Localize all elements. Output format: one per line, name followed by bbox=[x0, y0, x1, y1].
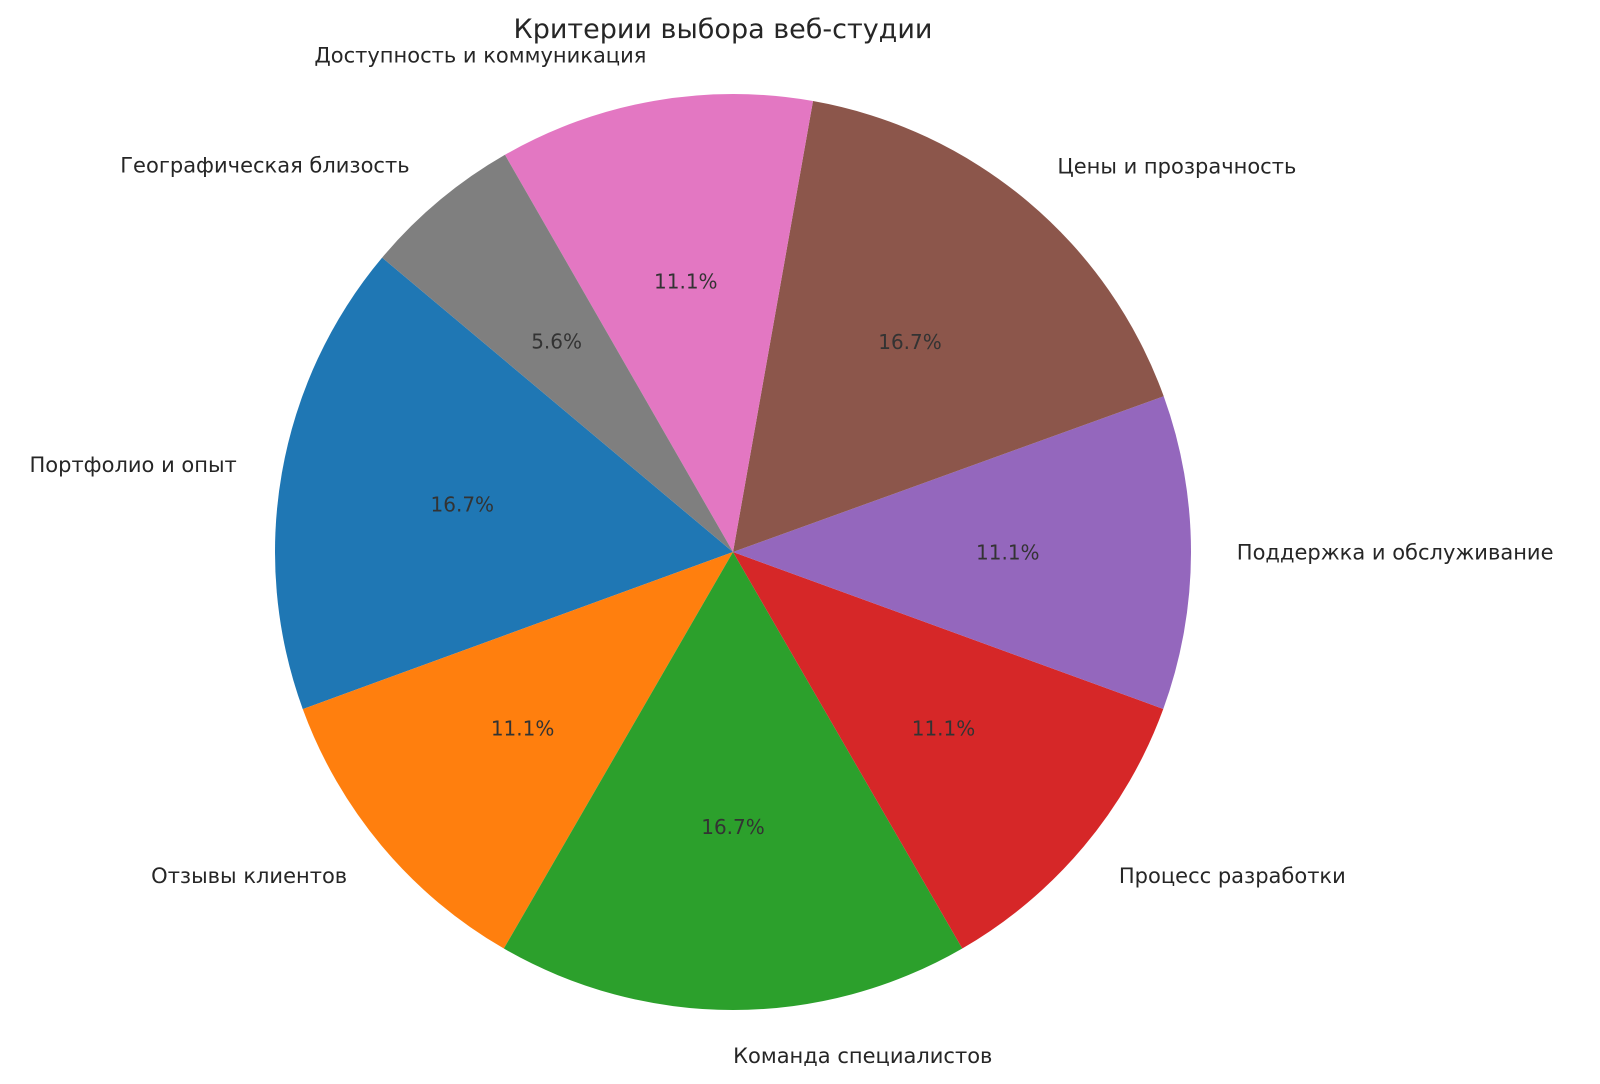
pie-slice-label-4: Процесс разработки bbox=[1119, 864, 1346, 888]
pie-slice-pct-1: 16.7% bbox=[431, 492, 495, 516]
pie-slices-group bbox=[274, 93, 1192, 1011]
pie-slice-8 bbox=[382, 154, 733, 553]
pie-slice-3 bbox=[503, 552, 963, 1011]
pie-slice-2 bbox=[302, 552, 733, 949]
pie-slice-1 bbox=[274, 257, 733, 710]
chart-title: Критерии выбора веб-студии bbox=[514, 14, 933, 45]
pie-slice-label-8: Географическая близость bbox=[120, 154, 409, 178]
pie-labels-group: 16.7% Портфолио и опыт 11.1% Отзывы клиенто… bbox=[29, 44, 1553, 1068]
pie-slice-5 bbox=[733, 396, 1192, 709]
pie-slice-pct-5: 11.1% bbox=[976, 540, 1040, 564]
pie-slice-label-6: Цены и прозрачность bbox=[1057, 155, 1296, 179]
pie-slice-7 bbox=[504, 93, 813, 552]
pie-slice-label-2: Отзывы клиентов bbox=[151, 864, 347, 888]
pie-slice-label-3: Команда специалистов bbox=[733, 1044, 992, 1068]
pie-slice-label-1: Портфолио и опыт bbox=[29, 453, 236, 477]
pie-slice-6 bbox=[733, 101, 1164, 552]
pie-slice-pct-8: 5.6% bbox=[531, 329, 582, 353]
pie-slice-label-5: Поддержка и обслуживание bbox=[1237, 541, 1554, 565]
pie-slice-pct-7: 11.1% bbox=[654, 269, 718, 293]
pie-slice-pct-2: 11.1% bbox=[491, 717, 555, 741]
pie-slice-4 bbox=[733, 552, 1164, 949]
pie-slice-pct-4: 11.1% bbox=[912, 717, 976, 741]
pie-slice-pct-3: 16.7% bbox=[701, 815, 765, 839]
pie-slice-pct-6: 16.7% bbox=[878, 330, 942, 354]
pie-slice-label-7: Доступность и коммуникация bbox=[314, 44, 646, 68]
